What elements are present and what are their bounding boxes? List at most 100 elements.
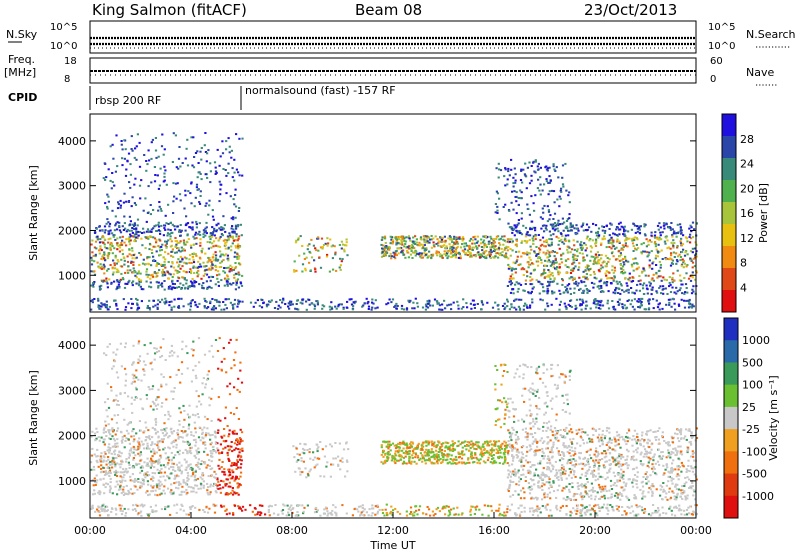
echo-point <box>226 307 228 309</box>
echo-point <box>167 411 169 413</box>
echo-point <box>512 240 514 242</box>
echo-point <box>230 195 232 197</box>
y-tick-label: 3000 <box>58 180 86 193</box>
echo-point <box>237 487 239 489</box>
echo-point <box>322 304 324 306</box>
echo-point <box>515 180 517 182</box>
echo-point <box>150 490 152 492</box>
echo-point <box>193 156 195 158</box>
echo-point <box>206 427 208 429</box>
echo-point <box>241 301 243 303</box>
echo-point <box>152 209 154 211</box>
echo-point <box>94 232 96 234</box>
echo-point <box>531 298 533 300</box>
echo-point <box>529 239 531 241</box>
echo-point <box>206 288 208 290</box>
echo-point <box>518 219 520 221</box>
echo-point <box>161 244 163 246</box>
echo-point <box>201 178 203 180</box>
echo-point <box>204 444 206 446</box>
echo-point <box>115 354 117 356</box>
echo-point <box>116 349 118 351</box>
echo-point <box>230 302 232 304</box>
echo-point <box>211 442 213 444</box>
echo-point <box>151 141 153 143</box>
echo-point <box>368 308 370 310</box>
echo-point <box>197 176 199 178</box>
echo-point <box>181 472 183 474</box>
echo-point <box>153 402 155 404</box>
echo-point <box>107 483 109 485</box>
echo-point <box>529 182 531 184</box>
echo-point <box>511 270 513 272</box>
echo-point <box>121 452 123 454</box>
echo-point <box>120 207 122 209</box>
echo-point <box>516 226 518 228</box>
echo-point <box>326 237 328 239</box>
echo-point <box>346 254 348 256</box>
echo-point <box>103 264 105 266</box>
echo-point <box>425 462 427 464</box>
echo-point <box>170 222 172 224</box>
echo-point <box>222 487 224 489</box>
echo-point <box>634 309 636 311</box>
echo-point <box>138 252 140 254</box>
echo-point <box>150 213 152 215</box>
echo-point <box>110 438 112 440</box>
echo-point <box>499 218 501 220</box>
echo-point <box>321 308 323 310</box>
echo-point <box>235 245 237 247</box>
echo-point <box>164 241 166 243</box>
echo-point <box>583 281 585 283</box>
echo-point <box>689 299 691 301</box>
echo-point <box>212 264 214 266</box>
echo-point <box>334 306 336 308</box>
echo-point <box>427 300 429 302</box>
y-tick-label: 4000 <box>58 135 86 148</box>
echo-point <box>444 307 446 309</box>
echo-point <box>217 429 219 431</box>
echo-point <box>647 288 649 290</box>
echo-point <box>125 175 127 177</box>
echo-point <box>528 257 530 259</box>
echo-point <box>130 436 132 438</box>
echo-point <box>133 254 135 256</box>
echo-point <box>162 338 164 340</box>
echo-point <box>631 300 633 302</box>
echo-point <box>98 249 100 251</box>
echo-point <box>651 277 653 279</box>
echo-point <box>107 446 109 448</box>
echo-point <box>559 293 561 295</box>
echo-point <box>235 284 237 286</box>
echo-point <box>195 304 197 306</box>
echo-point <box>158 156 160 158</box>
echo-point <box>494 302 496 304</box>
echo-point <box>656 300 658 302</box>
echo-point <box>122 438 124 440</box>
colorbar-tick-label: 24 <box>740 158 754 171</box>
echo-point <box>371 302 373 304</box>
echo-point <box>485 236 487 238</box>
echo-point <box>635 290 637 292</box>
echo-point <box>131 230 133 232</box>
echo-point <box>197 274 199 276</box>
echo-point <box>227 259 229 261</box>
echo-point <box>543 241 545 243</box>
echo-point <box>176 251 178 253</box>
echo-point <box>178 466 180 468</box>
echo-point <box>178 231 180 233</box>
echo-point <box>598 262 600 264</box>
echo-point <box>655 243 657 245</box>
echo-point <box>573 259 575 261</box>
echo-point <box>442 241 444 243</box>
echo-point <box>651 262 653 264</box>
echo-point <box>517 291 519 293</box>
echo-point <box>299 454 301 456</box>
echo-point <box>241 382 243 384</box>
echo-point <box>563 243 565 245</box>
echo-point <box>91 244 93 246</box>
echo-point <box>516 261 518 263</box>
echo-point <box>161 134 163 136</box>
echo-point <box>528 266 530 268</box>
echo-point <box>209 236 211 238</box>
